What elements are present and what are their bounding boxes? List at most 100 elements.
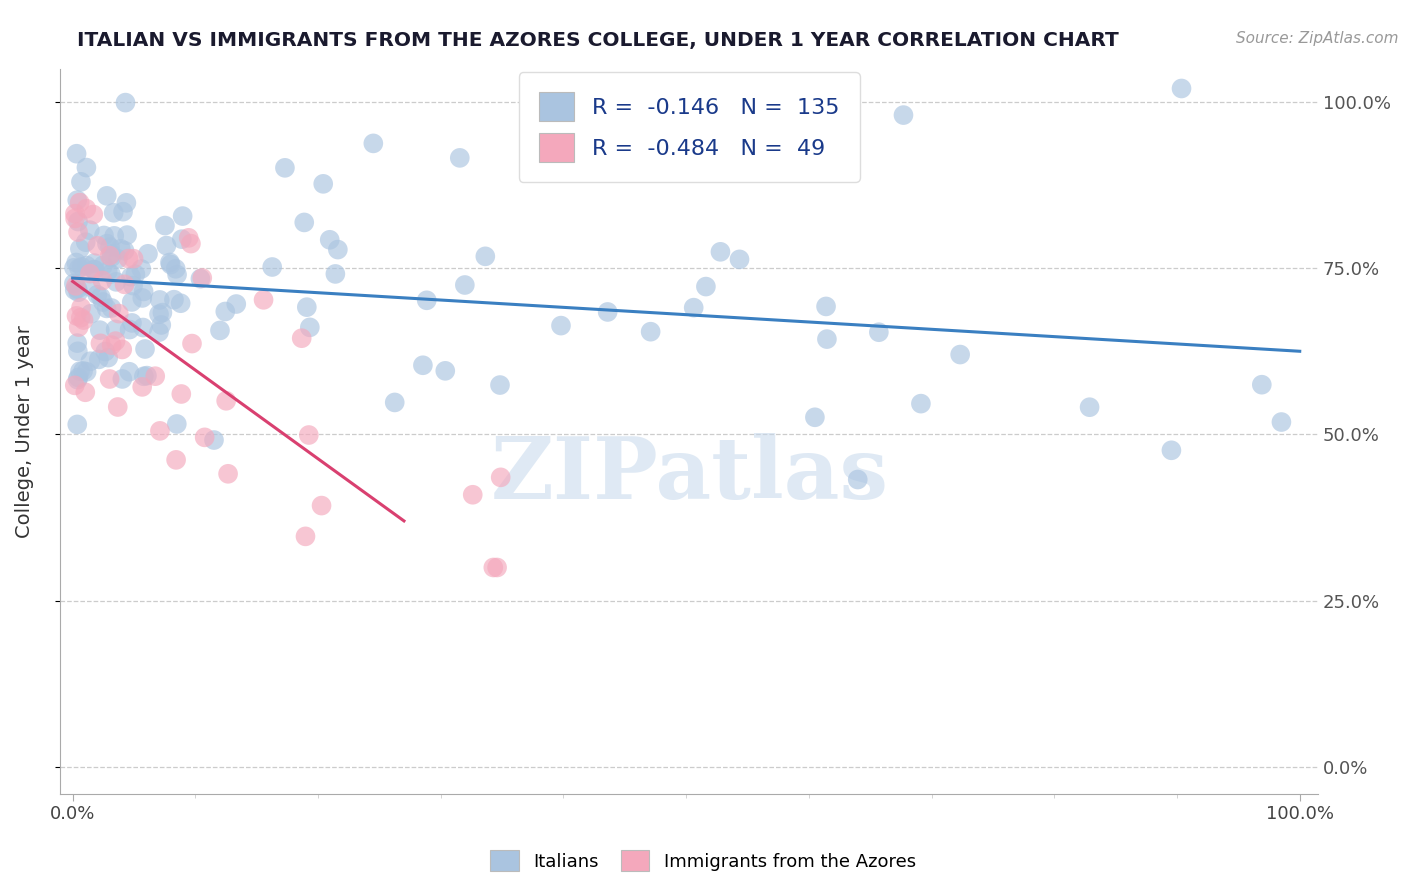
Point	[1078, 401, 1101, 415]
Point	[132, 320, 155, 334]
Point	[87, 352, 110, 367]
Point	[112, 204, 135, 219]
Point	[100, 338, 122, 352]
Point	[82, 208, 104, 222]
Point	[122, 252, 145, 266]
Point	[96, 189, 118, 203]
Point	[70, 301, 93, 315]
Point	[292, 215, 315, 229]
Point	[177, 231, 200, 245]
Point	[682, 301, 704, 315]
Point	[170, 232, 193, 246]
Point	[122, 278, 145, 293]
Point	[596, 305, 619, 319]
Point	[66, 373, 89, 387]
Point	[166, 268, 188, 282]
Point	[815, 300, 838, 314]
Point	[65, 255, 87, 269]
Point	[66, 282, 89, 296]
Point	[121, 295, 143, 310]
Point	[124, 268, 146, 282]
Point	[312, 177, 335, 191]
Point	[70, 260, 93, 274]
Text: ZIPatlas: ZIPatlas	[491, 433, 889, 516]
Point	[180, 236, 202, 251]
Point	[63, 283, 86, 297]
Point	[191, 271, 214, 285]
Point	[114, 95, 136, 110]
Point	[63, 211, 86, 226]
Point	[69, 242, 91, 256]
Point	[98, 249, 121, 263]
Y-axis label: College, Under 1 year: College, Under 1 year	[15, 325, 34, 538]
Point	[868, 325, 890, 339]
Point	[69, 195, 91, 210]
Point	[709, 244, 731, 259]
Point	[107, 252, 129, 266]
Point	[80, 307, 103, 321]
Point	[166, 417, 188, 431]
Point	[67, 214, 90, 228]
Point	[76, 259, 98, 273]
Point	[83, 262, 105, 277]
Point	[66, 344, 89, 359]
Legend: Italians, Immigrants from the Azores: Italians, Immigrants from the Azores	[482, 843, 924, 879]
Point	[100, 301, 122, 315]
Point	[75, 202, 97, 216]
Point	[214, 304, 236, 318]
Point	[67, 285, 90, 300]
Point	[114, 244, 136, 258]
Point	[1250, 377, 1272, 392]
Point	[121, 316, 143, 330]
Point	[416, 293, 439, 308]
Point	[291, 331, 314, 345]
Point	[363, 136, 385, 151]
Text: Source: ZipAtlas.com: Source: ZipAtlas.com	[1236, 31, 1399, 46]
Point	[79, 223, 101, 237]
Point	[489, 378, 512, 392]
Point	[159, 258, 181, 272]
Point	[63, 378, 86, 392]
Point	[98, 372, 121, 386]
Point	[159, 255, 181, 269]
Point	[804, 410, 827, 425]
Point	[274, 161, 297, 175]
Point	[67, 370, 90, 384]
Point	[155, 238, 177, 252]
Point	[136, 247, 159, 261]
Point	[910, 396, 932, 410]
Point	[115, 195, 138, 210]
Point	[132, 369, 155, 384]
Point	[104, 322, 127, 336]
Point	[103, 228, 125, 243]
Point	[98, 240, 121, 254]
Point	[295, 300, 318, 314]
Point	[454, 278, 477, 293]
Point	[93, 228, 115, 243]
Point	[97, 264, 120, 278]
Point	[94, 344, 117, 359]
Point	[75, 235, 97, 250]
Point	[63, 206, 86, 220]
Point	[107, 307, 129, 321]
Point	[91, 258, 114, 272]
Point	[728, 252, 751, 267]
Point	[67, 260, 90, 275]
Point	[104, 334, 127, 348]
Point	[434, 364, 457, 378]
Point	[217, 467, 239, 481]
Point	[115, 228, 138, 243]
Point	[63, 260, 86, 275]
Point	[194, 430, 217, 444]
Point	[91, 295, 114, 310]
Point	[486, 560, 509, 574]
Point	[225, 297, 247, 311]
Point	[110, 242, 132, 256]
Point	[105, 275, 128, 289]
Point	[893, 108, 915, 122]
Point	[298, 428, 321, 442]
Point	[169, 296, 191, 310]
Point	[100, 267, 122, 281]
Point	[152, 305, 174, 319]
Point	[89, 323, 111, 337]
